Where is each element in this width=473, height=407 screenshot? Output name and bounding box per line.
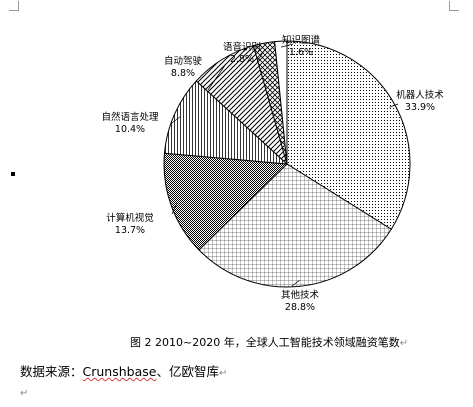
slice-value-label: 1.6%	[289, 47, 313, 58]
pie-slice	[274, 40, 288, 165]
source-name-yiou: 亿欧智库	[168, 364, 219, 379]
leader-line	[389, 103, 399, 108]
paragraph-mark: ↵	[399, 338, 409, 349]
leader-line	[171, 203, 178, 215]
empty-paragraph-mark: ↵	[20, 388, 29, 399]
slice-value-label: 2.8%	[230, 54, 254, 65]
slice-category-label: 计算机视觉	[106, 212, 154, 224]
slice-value-label: 13.7%	[115, 225, 145, 236]
slice-value-label: 8.8%	[171, 68, 195, 79]
source-name-crunshbase: Crunshbase	[82, 364, 157, 379]
leader-line	[291, 280, 300, 287]
pie-slice	[198, 163, 392, 288]
data-source-line: 数据来源：Crunshbase、亿欧智库↵	[20, 361, 227, 380]
leader-line	[207, 64, 226, 91]
slice-category-label: 机器人技术	[396, 89, 444, 101]
pie-slice	[286, 40, 411, 230]
leader-line	[256, 48, 266, 63]
leader-line	[171, 116, 181, 124]
figure-caption: 图 2 2010~2020 年，全球人工智能技术领域融资笔数↵	[130, 334, 408, 350]
slice-category-label: 自动驾驶	[164, 55, 203, 67]
slice-value-label: 28.8%	[285, 302, 315, 313]
slice-value-label: 10.4%	[115, 124, 145, 135]
pie-slice	[163, 80, 289, 165]
source-separator: 、	[156, 364, 169, 379]
pie-slice	[163, 152, 289, 251]
page-corner-mark-top-right	[449, 1, 459, 11]
slice-category-label: 自然语言处理	[101, 111, 159, 123]
slice-category-label: 知识图谱	[282, 34, 321, 46]
caption-text: 图 2 2010~2020 年，全球人工智能技术领域融资笔数	[130, 336, 400, 349]
bullet-marker	[11, 172, 15, 176]
page-corner-mark-top-left	[9, 1, 19, 11]
slice-value-label: 33.9%	[405, 102, 435, 113]
paragraph-mark: ↵	[219, 368, 228, 379]
source-prefix: 数据来源：	[20, 364, 83, 379]
leader-line	[281, 43, 294, 48]
slice-category-label: 其他技术	[281, 289, 320, 301]
slice-category-label: 语音识别	[223, 41, 261, 53]
